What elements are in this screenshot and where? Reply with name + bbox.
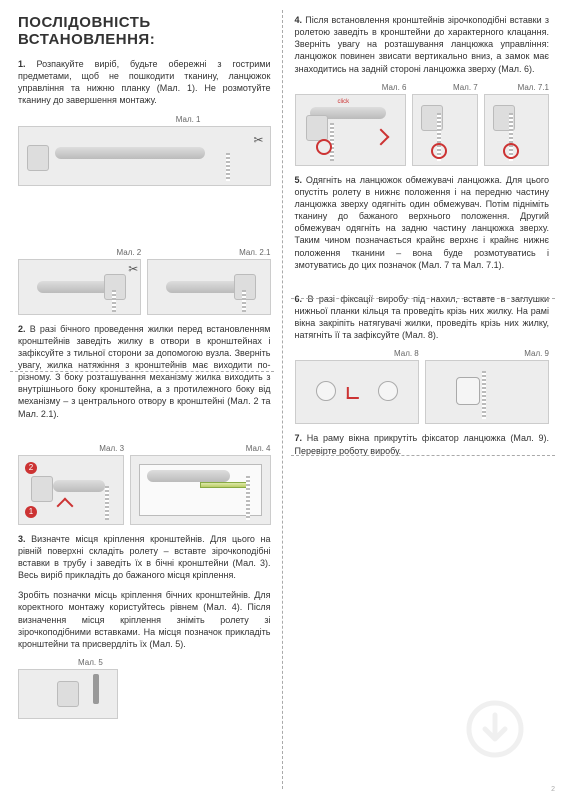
bracket-icon (57, 681, 79, 707)
chain-icon (105, 486, 109, 520)
figure-5-label: Мал. 5 (78, 658, 103, 667)
step-5-body: Одягніть на ланцюжок обмежувачі ланцюжка… (295, 175, 550, 270)
chain-icon (482, 371, 486, 419)
bracket-icon (31, 476, 53, 502)
step-1-body: Розпакуйте виріб, будьте обережні з гост… (18, 59, 271, 105)
bracket-icon (27, 145, 49, 171)
figure-7: Мал. 7 (412, 83, 477, 166)
figure-4: Мал. 4 (130, 444, 270, 525)
left-column: ПОСЛІДОВНІСТЬ ВСТАНОВЛЕННЯ: 1. Розпакуйт… (0, 0, 283, 799)
arrow-icon (375, 131, 391, 147)
figure-1: Мал. 1 ✂ (18, 115, 271, 244)
figure-8-label: Мал. 8 (394, 349, 419, 358)
click-label: click (338, 99, 350, 105)
click-indicator-icon (316, 139, 332, 155)
scissors-icon: ✂ (128, 262, 138, 276)
chain-icon (242, 290, 246, 312)
figure-1-image: ✂ (18, 126, 271, 186)
figure-7-image (412, 94, 477, 166)
step-2-num: 2. (18, 324, 26, 334)
step-1-text: 1. Розпакуйте виріб, будьте обережні з г… (18, 58, 271, 107)
page-title: ПОСЛІДОВНІСТЬ ВСТАНОВЛЕННЯ: (18, 14, 271, 48)
figure-7-label: Мал. 7 (453, 83, 478, 92)
watermark-icon (465, 699, 525, 759)
tube-icon (147, 470, 230, 482)
step-3a-text: 3. Визначте місця кріплення кронштейнів.… (18, 533, 271, 582)
right-column: 4. Після встановлення кронштейнів зірочк… (283, 0, 565, 799)
spacer (18, 428, 271, 444)
horizontal-divider-right-2 (291, 455, 555, 456)
vertical-divider (282, 10, 283, 789)
step-6-text: 6. В разі фіксації виробу під нахил, вст… (295, 293, 550, 342)
tensioner-icon (316, 381, 336, 401)
drill-icon (93, 674, 99, 704)
page: ПОСЛІДОВНІСТЬ ВСТАНОВЛЕННЯ: 1. Розпакуйт… (0, 0, 565, 799)
figure-3: Мал. 3 2 1 (18, 444, 124, 525)
figure-2-row: Мал. 2 ✂ Мал. 2.1 (18, 248, 271, 315)
step-7-text: 7. На раму вікна прикрутіть фіксатор лан… (295, 432, 550, 456)
figure-21-label: Мал. 2.1 (239, 248, 270, 257)
figure-71: Мал. 7.1 (484, 83, 549, 166)
figure-8: Мал. 8 (295, 349, 419, 424)
arrow-icon (59, 496, 75, 512)
figure-21: Мал. 2.1 (147, 248, 270, 315)
badge-2: 2 (25, 462, 37, 474)
figure-3-label: Мал. 3 (99, 444, 124, 453)
limiter-icon (503, 143, 519, 159)
figure-5: Мал. 5 (18, 658, 271, 787)
chain-icon (226, 153, 230, 181)
bracket-icon (306, 115, 328, 141)
figure-4-image (130, 455, 270, 525)
figure-6-label: Мал. 6 (382, 83, 407, 92)
step-7-num: 7. (295, 433, 303, 443)
figure-89-row: Мал. 8 Мал. 9 (295, 349, 550, 424)
step-7-body: На раму вікна прикрутіть фіксатор ланцюж… (295, 433, 550, 455)
step-5-text: 5. Одягніть на ланцюжок обмежувачі ланцю… (295, 174, 550, 271)
figure-9-label: Мал. 9 (524, 349, 549, 358)
page-number: 2 (551, 786, 555, 793)
tube-icon (53, 480, 105, 492)
step-4-body: Після встановлення кронштейнів зірочкопо… (295, 15, 550, 74)
roller-tube-icon (55, 147, 205, 159)
spacer (295, 279, 550, 293)
fixator-icon (456, 377, 480, 405)
badge-1: 1 (25, 506, 37, 518)
scissors-icon: ✂ (253, 133, 263, 147)
step-1-num: 1. (18, 59, 26, 69)
step-3b-text: Зробіть позначки місць кріплення бічних … (18, 589, 271, 650)
step-3-num: 3. (18, 534, 26, 544)
tensioner-icon (378, 381, 398, 401)
figure-21-image (147, 259, 270, 315)
figure-3-image: 2 1 (18, 455, 124, 525)
limiter-icon (431, 143, 447, 159)
figure-8-image (295, 360, 419, 424)
arrow-icon (338, 382, 361, 405)
step-4-text: 4. Після встановлення кронштейнів зірочк… (295, 14, 550, 75)
figure-71-label: Мал. 7.1 (518, 83, 549, 92)
figure-2: Мал. 2 ✂ (18, 248, 141, 315)
step-5-num: 5. (295, 175, 303, 185)
figure-9: Мал. 9 (425, 349, 549, 424)
figure-1-label: Мал. 1 (176, 115, 201, 124)
figure-6-image: click (295, 94, 407, 166)
chain-icon (246, 476, 250, 520)
figure-5-image (18, 669, 118, 719)
figure-4-label: Мал. 4 (246, 444, 271, 453)
figure-71-image (484, 94, 549, 166)
level-icon (200, 482, 250, 488)
horizontal-divider-right-1 (291, 298, 555, 299)
chain-icon (112, 290, 116, 312)
figure-2-label: Мал. 2 (116, 248, 141, 257)
horizontal-divider-left (10, 371, 274, 372)
figure-6: Мал. 6 click (295, 83, 407, 166)
figure-34-row: Мал. 3 2 1 Мал. 4 (18, 444, 271, 525)
figure-2-image: ✂ (18, 259, 141, 315)
step-6-body: В разі фіксації виробу під нахил, вставт… (295, 294, 550, 340)
step-4-num: 4. (295, 15, 303, 25)
figure-6-7-row: Мал. 6 click Мал. 7 Ма (295, 83, 550, 166)
figure-9-image (425, 360, 549, 424)
step-3a-body: Визначте місця кріплення кронштейнів. Дл… (18, 534, 271, 580)
